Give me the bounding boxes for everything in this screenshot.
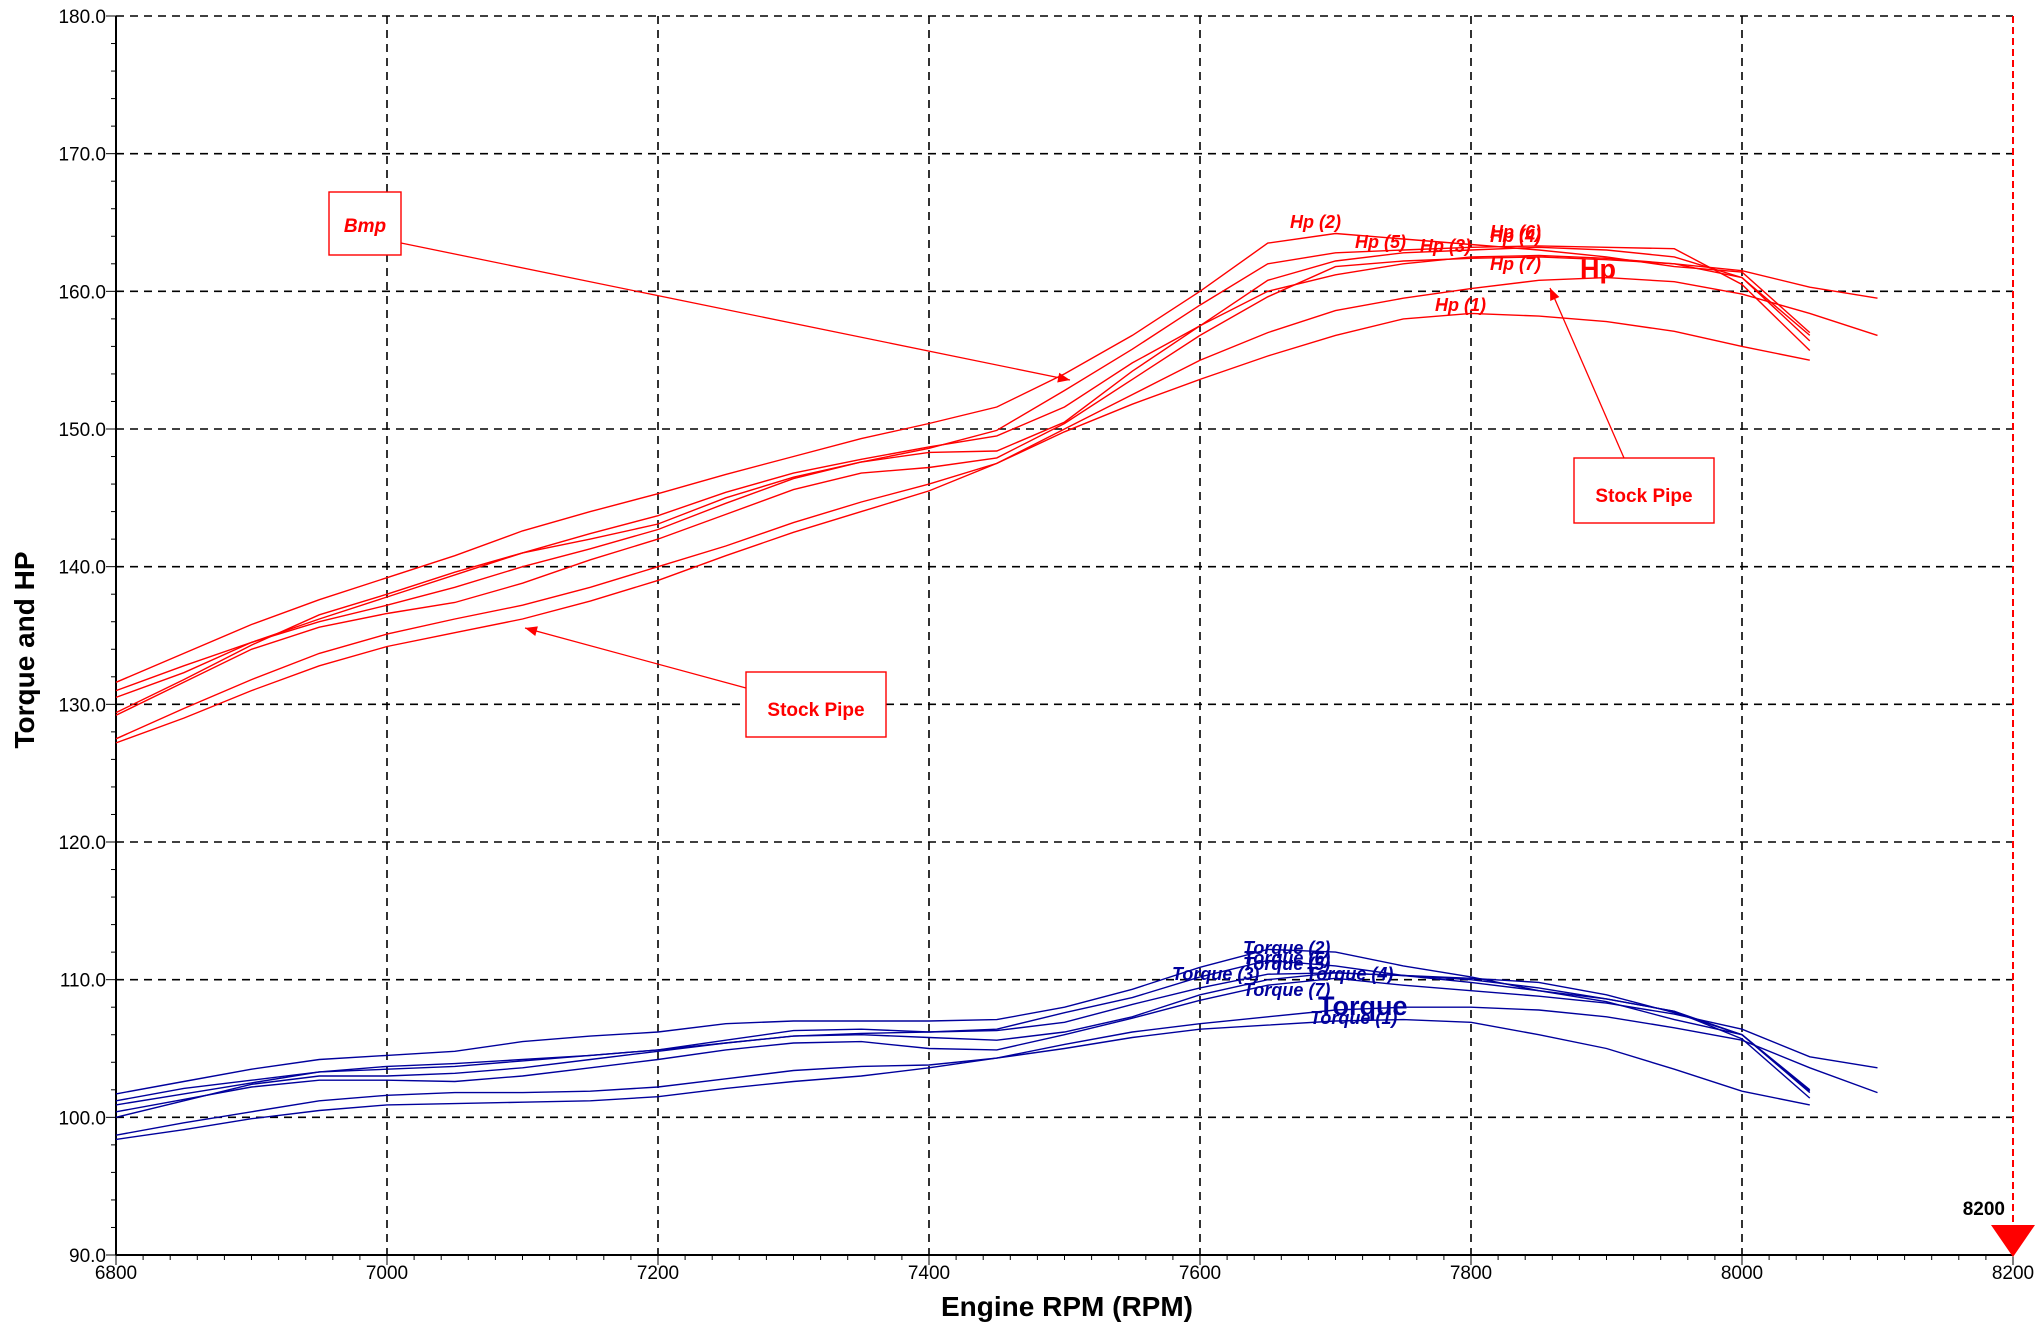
hp-series-line-4 [115, 246, 1811, 714]
x-tick-label: 7200 [637, 1263, 679, 1284]
hp-series-label-6: Hp (6) [1490, 222, 1541, 242]
y-tick-label: 170.0 [58, 145, 106, 166]
hp-series-line-6 [115, 256, 1878, 716]
rpm-marker-triangle [1991, 1225, 2035, 1257]
hp-series-label-1: Hp (1) [1435, 295, 1486, 315]
y-tick-label: 130.0 [58, 695, 106, 716]
torque-legend-label: Torque [1318, 991, 1408, 1021]
torque-series-label-2: Torque (2) [1243, 938, 1330, 958]
y-tick-label: 180.0 [58, 7, 106, 28]
axis-layer: 90.0 100.0 110.0 120.0 130.0 140.0 150.0 160.0 1… [58, 7, 2035, 1284]
annotation-box-3 [745, 671, 887, 738]
hp-series-line-1 [115, 312, 1810, 744]
torque-series-line-4 [115, 972, 1811, 1118]
annotation-leader-2 [1549, 287, 1625, 459]
hp-series-line-7 [115, 276, 1878, 740]
hp-series-label-7: Hp (7) [1490, 254, 1541, 274]
annotation-leader-1 [400, 242, 1071, 381]
hp-series-label-3: Hp (3) [1420, 236, 1471, 256]
annotation-layer: Bmp Stock Pipe Stock Pipe [328, 191, 1715, 738]
annotation-arrowhead-2 [1550, 288, 1560, 301]
torque-series-label-5: Torque (5) [1243, 954, 1330, 974]
x-tick-label: 8000 [1721, 1263, 1763, 1284]
annotation-box-2 [1573, 457, 1715, 524]
y-tick-label: 160.0 [58, 282, 106, 303]
hp-series-label-4: Hp (4) [1490, 226, 1541, 246]
torque-series-line-5 [115, 959, 1811, 1102]
torque-series-line-6 [115, 977, 1878, 1113]
annotation-box-1 [328, 191, 402, 256]
hp-series-line-3 [115, 254, 1811, 699]
torque-series-label-3: Torque (3) [1172, 964, 1259, 984]
y-tick-label: 140.0 [58, 558, 106, 579]
hp-series-line-2 [115, 232, 1811, 683]
x-tick-label: 7600 [1179, 1263, 1221, 1284]
x-tick-label: 6800 [95, 1263, 137, 1284]
torque-series-label-4: Torque (4) [1306, 964, 1393, 984]
y-tick-label: 150.0 [58, 420, 106, 441]
y-axis-title: Torque and HP [9, 551, 40, 748]
hp-series-label-5: Hp (5) [1355, 232, 1406, 252]
y-tick-label: 90.0 [69, 1246, 106, 1267]
annotation-arrowhead-3 [525, 626, 538, 636]
y-tick-label: 110.0 [60, 971, 106, 992]
x-tick-label: 7800 [1450, 1263, 1492, 1284]
torque-series-label-7: Torque (7) [1243, 980, 1330, 1000]
annotation-text-3: Stock Pipe [767, 700, 864, 721]
x-tick-label: 7000 [366, 1263, 408, 1284]
x-tick-label: 7400 [908, 1263, 950, 1284]
grid-layer [116, 15, 2013, 1255]
label-layer: Hp (1) Hp (2) Hp (3) Hp (4) Hp (5) Hp (6) Hp (… [1172, 212, 1616, 1028]
y-tick-label: 100.0 [58, 1108, 106, 1129]
annotation-leader-3 [524, 627, 747, 689]
torque-series-label-6: Torque (6) [1243, 948, 1330, 968]
annotation-arrowhead-1 [1057, 372, 1070, 383]
x-axis-title: Engine RPM (RPM) [941, 1291, 1193, 1322]
rpm-marker-label: 8200 [1963, 1199, 2005, 1220]
torque-series-line-1 [115, 1018, 1810, 1141]
hp-legend-label: Hp [1580, 254, 1616, 284]
annotation-text-2: Stock Pipe [1595, 486, 1692, 507]
hp-series-label-2: Hp (2) [1290, 212, 1341, 232]
x-tick-label: 8200 [1992, 1263, 2034, 1284]
series-layer [115, 232, 1878, 1141]
hp-series-line-5 [115, 245, 1811, 692]
annotation-text-1: Bmp [344, 216, 386, 237]
torque-series-line-2 [115, 948, 1811, 1095]
torque-series-line-7 [115, 1006, 1878, 1136]
torque-series-label-1: Torque (1) [1310, 1008, 1397, 1028]
y-tick-label: 120.0 [58, 833, 106, 854]
